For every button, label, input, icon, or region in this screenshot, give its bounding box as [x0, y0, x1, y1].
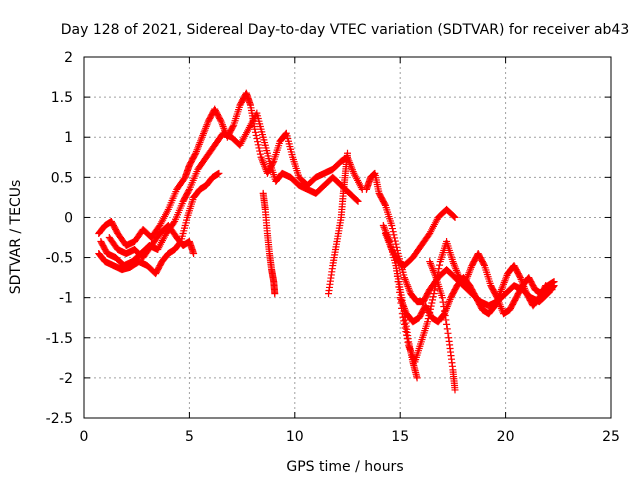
y-tick-label: 1.5 [51, 90, 73, 106]
data-point [256, 150, 264, 158]
y-tick-label: 0.5 [51, 170, 73, 186]
y-tick-label: -1 [59, 291, 73, 307]
data-point [255, 144, 263, 152]
data-point [389, 228, 397, 236]
data-point [191, 151, 199, 159]
data-point [251, 128, 259, 136]
data-point [550, 278, 558, 286]
data-point [185, 187, 193, 195]
data-point [388, 221, 396, 229]
x-tick-label: 0 [80, 429, 89, 445]
series-track-1 [95, 89, 366, 250]
data-point [443, 320, 451, 328]
data-point [170, 219, 178, 227]
data-point [443, 325, 451, 333]
y-tick-label: -2 [59, 371, 73, 387]
data-point [252, 131, 260, 139]
data-point [548, 286, 556, 294]
data-point [381, 200, 389, 208]
y-axis-label: SDTVAR / TECUs [8, 180, 24, 295]
x-tick-label: 5 [185, 429, 194, 445]
y-tick-label: -1.5 [46, 331, 73, 347]
data-point [440, 307, 448, 315]
data-point [251, 125, 259, 133]
series-track-3b [105, 221, 198, 262]
y-tick-labels: -2.5 -2 -1.5 -1 -0.5 0 0.5 1 1.5 2 [46, 50, 73, 427]
data-point [429, 296, 437, 304]
series-track-11 [381, 205, 459, 270]
data-point [353, 197, 361, 205]
x-tick-label: 25 [602, 429, 620, 445]
data-point [440, 303, 448, 311]
data-point [388, 225, 396, 233]
series-track-9 [392, 262, 421, 382]
data-point [428, 299, 436, 307]
data-point [429, 293, 437, 301]
x-tick-label: 15 [391, 429, 409, 445]
data-point [451, 386, 459, 394]
data-point [271, 290, 279, 298]
data-point [480, 260, 488, 268]
data-point [451, 213, 459, 221]
data-point [431, 286, 439, 294]
chart-title: Day 128 of 2021, Sidereal Day-to-day VTE… [61, 22, 630, 38]
data-point [516, 272, 524, 280]
data-point [441, 311, 449, 319]
data-point [436, 261, 444, 269]
data-point [254, 141, 262, 149]
plot-frame [83, 56, 612, 419]
y-tick-label: -0.5 [46, 251, 73, 267]
series-track-4 [259, 189, 279, 298]
series-track-10 [426, 258, 459, 394]
data-point [444, 329, 452, 337]
x-axis-label: GPS time / hours [286, 459, 403, 475]
x-tick-label: 10 [286, 429, 304, 445]
data-point [256, 147, 264, 155]
data-point [190, 250, 198, 258]
y-tick-label: 2 [64, 50, 73, 66]
series-track-5 [325, 149, 351, 298]
data-point [254, 138, 262, 146]
data-point [253, 135, 261, 143]
data-point [439, 298, 447, 306]
data-point [229, 123, 237, 131]
data-points [95, 89, 558, 394]
series-track-8 [396, 262, 556, 326]
data-point [450, 213, 458, 221]
data-point [390, 231, 398, 239]
series-track-2 [97, 109, 362, 270]
axis-ticks [83, 56, 612, 419]
data-point [391, 234, 399, 242]
grid-lines [84, 57, 611, 418]
y-tick-label: -2.5 [46, 411, 73, 427]
data-point [413, 374, 421, 382]
x-tick-label: 20 [497, 429, 515, 445]
data-point [442, 316, 450, 324]
data-point [344, 149, 351, 157]
y-tick-label: 1 [64, 130, 73, 146]
x-tick-labels: 0 5 10 15 20 25 [80, 429, 620, 445]
y-tick-label: 0 [64, 210, 73, 226]
data-point [354, 197, 362, 205]
data-point [216, 116, 224, 124]
data-point [430, 290, 438, 298]
data-point [435, 265, 443, 273]
data-point [215, 169, 223, 177]
data-point [424, 318, 432, 326]
data-point [438, 294, 446, 302]
